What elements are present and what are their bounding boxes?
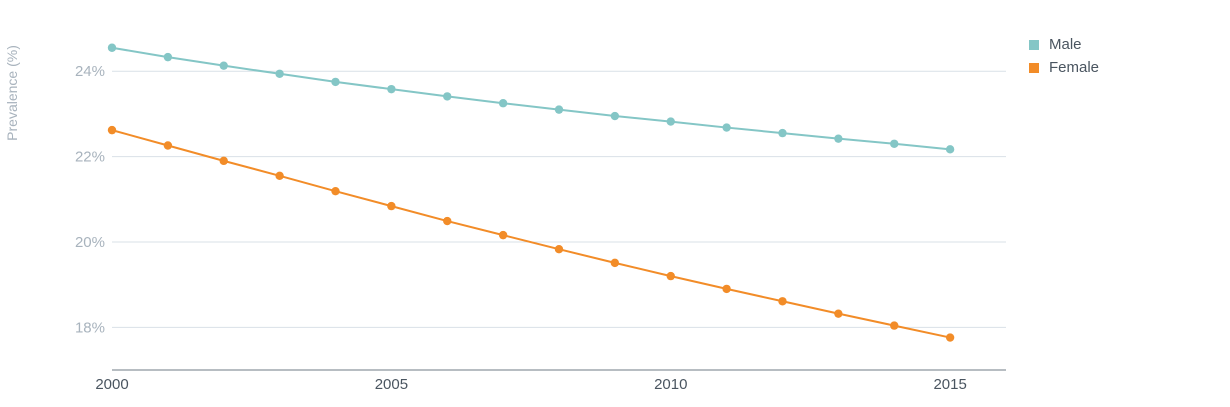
data-point-female [443, 216, 452, 226]
legend-label-male: Male [1049, 36, 1082, 53]
data-point-male [554, 105, 564, 114]
data-point-female [498, 230, 508, 240]
series-line-male [111, 46, 951, 151]
data-point-male [778, 128, 787, 138]
data-point-female [219, 156, 228, 166]
x-tick-label: 2005 [375, 376, 408, 393]
data-point-male [387, 84, 396, 94]
y-tick-label: 24% [75, 63, 105, 80]
data-point-male [219, 61, 228, 70]
data-point-male [275, 69, 284, 78]
data-point-female [387, 201, 396, 211]
data-point-female [610, 258, 620, 268]
data-point-female [778, 297, 787, 306]
legend-label-female: Female [1049, 59, 1100, 76]
data-point-female [163, 141, 173, 150]
data-point-male [107, 43, 117, 52]
data-point-female [275, 171, 284, 180]
y-axis-title: Prevalence (%) [4, 45, 20, 141]
y-tick-label: 18% [75, 319, 105, 336]
data-point-male [834, 134, 843, 143]
data-point-male [331, 77, 340, 87]
data-point-female [331, 186, 340, 196]
data-point-male [610, 111, 620, 121]
data-point-male [666, 117, 675, 126]
data-point-female [107, 125, 117, 135]
data-point-male [163, 52, 173, 62]
data-point-male [722, 123, 731, 132]
legend-item-male[interactable]: Male [1029, 33, 1099, 56]
data-point-female [722, 284, 731, 294]
data-point-male [443, 92, 452, 101]
data-point-female [554, 245, 564, 254]
axes: 18% 20% 22% 24% 2000 2005 2010 2015 [75, 63, 1006, 393]
data-point-female [666, 271, 675, 281]
data-point-female [834, 309, 843, 318]
data-point-male [890, 139, 899, 148]
series-line-female [111, 129, 951, 339]
x-tick-label: 2015 [933, 376, 966, 393]
x-tick-label: 2010 [654, 376, 687, 393]
legend-item-female[interactable]: Female [1029, 56, 1099, 79]
data-point-female [945, 333, 955, 342]
data-point-female [890, 321, 899, 330]
data-point-male [945, 145, 955, 154]
y-tick-label: 20% [75, 234, 105, 251]
legend-swatch-male [1029, 39, 1039, 50]
series [107, 43, 955, 342]
y-tick-label: 22% [75, 149, 105, 166]
legend: Male Female [1029, 33, 1099, 79]
x-tick-label: 2000 [95, 376, 128, 393]
legend-swatch-female [1029, 62, 1039, 73]
data-point-male [498, 99, 508, 108]
